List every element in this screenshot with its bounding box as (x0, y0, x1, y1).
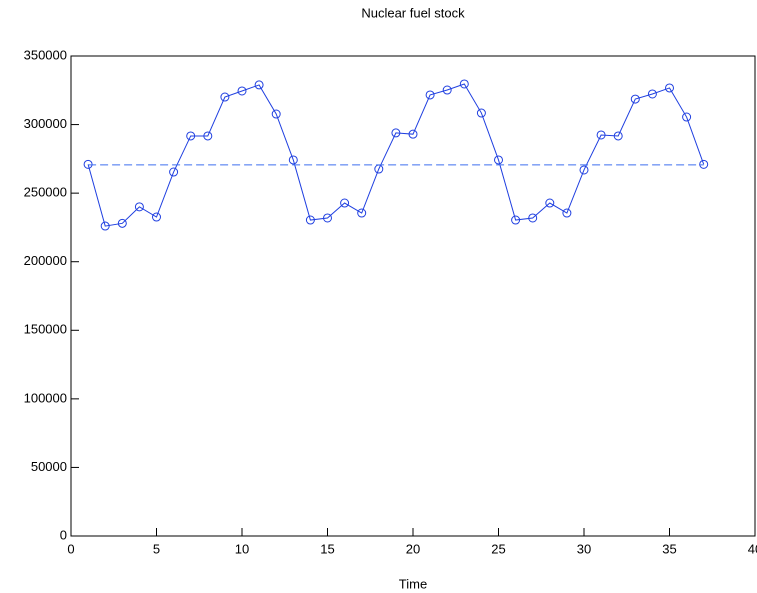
point (459, 79, 469, 89)
point (186, 131, 196, 141)
point (579, 165, 589, 175)
x-tick-label: 25 (491, 541, 505, 556)
point (271, 109, 281, 119)
point (391, 128, 401, 138)
point (613, 131, 623, 141)
point (288, 155, 298, 165)
point (476, 108, 486, 118)
point (682, 112, 692, 122)
x-tick-label: 35 (662, 541, 676, 556)
point (596, 130, 606, 140)
point (442, 85, 452, 95)
y-tick-label: 350000 (24, 47, 67, 62)
x-tick-label: 40 (748, 541, 757, 556)
point (699, 159, 709, 169)
point (100, 221, 110, 231)
point (220, 92, 230, 102)
series-line (87, 83, 705, 227)
point (323, 213, 332, 223)
y-tick-label: 150000 (24, 322, 67, 337)
point (237, 86, 247, 96)
point (494, 155, 503, 165)
plot-frame (70, 55, 756, 537)
point (545, 198, 555, 208)
x-tick-label: 30 (577, 541, 591, 556)
x-tick-label: 15 (320, 541, 334, 556)
point (152, 212, 161, 222)
x-tick-label: 20 (406, 541, 420, 556)
y-tick-label: 200000 (24, 253, 67, 268)
point (357, 208, 367, 218)
point (562, 208, 572, 218)
point (528, 213, 538, 223)
x-tick-label: 10 (235, 541, 249, 556)
point (305, 215, 315, 225)
point (117, 218, 127, 228)
point (665, 83, 674, 93)
y-tick-label: 50000 (31, 459, 67, 474)
x-tick-label: 0 (67, 541, 74, 556)
point (134, 202, 144, 212)
point (511, 215, 521, 225)
point (254, 80, 264, 90)
chart-title: Nuclear fuel stock (361, 5, 465, 20)
y-tick-label: 0 (60, 527, 67, 542)
point (408, 129, 418, 139)
point (425, 90, 435, 100)
x-tick-label: 5 (153, 541, 160, 556)
point (630, 94, 640, 104)
point (203, 131, 213, 141)
x-axis-label: Time (399, 576, 427, 591)
point (83, 159, 93, 169)
point (647, 89, 657, 99)
y-tick-label: 100000 (24, 390, 67, 405)
y-tick-label: 300000 (24, 116, 67, 131)
point (169, 167, 179, 177)
y-tick-label: 250000 (24, 185, 67, 200)
point (340, 198, 350, 208)
